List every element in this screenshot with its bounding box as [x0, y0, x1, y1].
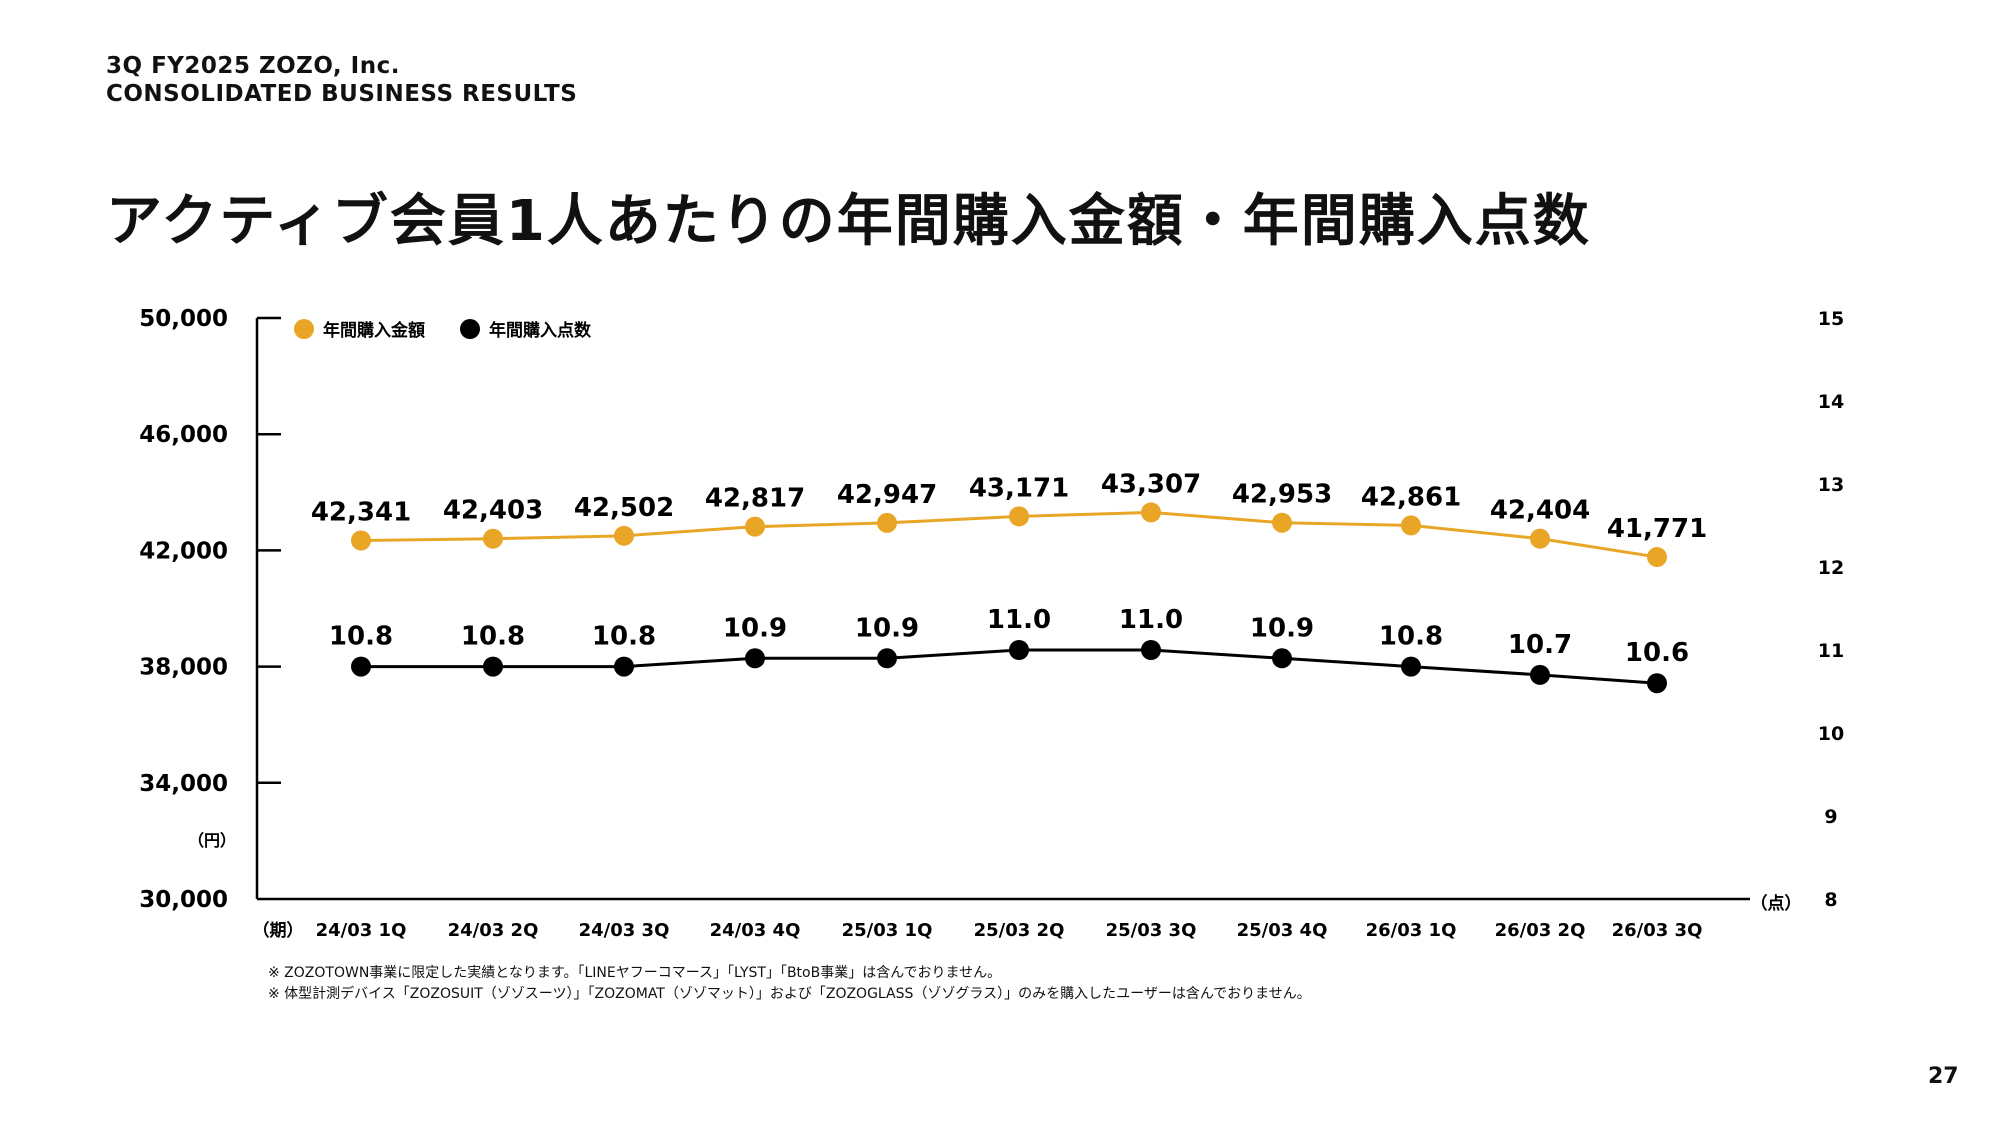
- left-tick-label: 46,000: [139, 422, 228, 448]
- right-tick-label: 9: [1824, 806, 1837, 828]
- data-point: [1530, 664, 1550, 685]
- x-tick-label: 25/03 2Q: [974, 920, 1065, 941]
- page-title: アクティブ会員1人あたりの年間購入金額・年間購入点数: [106, 189, 1591, 254]
- page-number: 27: [1928, 1064, 1959, 1089]
- data-label: 10.6: [1625, 638, 1689, 668]
- data-point: [877, 648, 897, 669]
- x-tick-label: 24/03 4Q: [710, 920, 801, 941]
- data-label: 43,171: [969, 473, 1069, 503]
- data-point: [483, 656, 503, 677]
- data-label: 42,953: [1232, 480, 1332, 510]
- right-tick-label: 10: [1818, 723, 1844, 745]
- data-label: 42,403: [443, 496, 543, 526]
- data-label: 42,404: [1490, 496, 1590, 526]
- data-label: 10.9: [723, 613, 787, 643]
- data-point: [1141, 502, 1161, 523]
- x-tick-label: 26/03 1Q: [1366, 920, 1457, 941]
- x-tick-label: 26/03 2Q: [1495, 920, 1586, 941]
- data-point: [1401, 656, 1421, 677]
- left-tick-label: 38,000: [139, 655, 228, 681]
- x-tick-label: 26/03 3Q: [1612, 920, 1703, 941]
- data-label: 42,341: [311, 497, 411, 527]
- data-point: [351, 530, 371, 551]
- data-label: 43,307: [1101, 469, 1201, 499]
- header-line-2: CONSOLIDATED BUSINESS RESULTS: [106, 81, 578, 107]
- x-tick-label: 24/03 2Q: [448, 920, 539, 941]
- data-label: 10.8: [329, 622, 393, 652]
- legend-marker: [294, 319, 314, 339]
- data-point: [745, 648, 765, 669]
- right-tick-label: 11: [1818, 640, 1844, 662]
- data-point: [614, 525, 634, 546]
- right-tick-label: 8: [1824, 889, 1837, 911]
- footnote-2: ※ 体型計測デバイス「ZOZOSUIT（ゾゾスーツ）」「ZOZOMAT（ゾゾマッ…: [268, 986, 1311, 1002]
- data-point: [1141, 640, 1161, 660]
- data-point: [1272, 512, 1292, 533]
- footnote-1: ※ ZOZOTOWN事業に限定した実績となります。「LINEヤフーコマース」「L…: [268, 965, 1002, 981]
- data-point: [1647, 673, 1667, 694]
- left-axis-unit: （円）: [188, 831, 236, 850]
- left-tick-label: 34,000: [139, 771, 228, 797]
- right-tick-label: 15: [1818, 308, 1844, 330]
- data-point: [877, 512, 897, 533]
- header-line-1: 3Q FY2025 ZOZO, Inc.: [106, 53, 400, 79]
- x-tick-label: 25/03 1Q: [842, 920, 933, 941]
- data-label: 42,817: [705, 484, 805, 514]
- data-point: [1401, 515, 1421, 536]
- x-tick-label: 25/03 4Q: [1237, 920, 1328, 941]
- right-tick-label: 14: [1818, 391, 1844, 413]
- data-label: 42,502: [574, 493, 674, 523]
- data-point: [1647, 547, 1667, 568]
- data-point: [483, 528, 503, 549]
- legend-label: 年間購入点数: [489, 320, 592, 341]
- data-point: [745, 516, 765, 537]
- data-label: 42,861: [1361, 482, 1461, 512]
- right-tick-label: 12: [1818, 557, 1844, 579]
- data-label: 10.9: [1250, 613, 1314, 643]
- right-axis-unit: （点）: [1751, 893, 1802, 914]
- x-tick-label: 24/03 1Q: [316, 920, 407, 941]
- x-tick-label: 24/03 3Q: [579, 920, 670, 941]
- x-axis-unit: （期）: [253, 920, 304, 941]
- left-tick-label: 30,000: [139, 887, 228, 913]
- series-line: [361, 648, 1658, 685]
- right-tick-label: 13: [1818, 474, 1844, 496]
- data-label: 41,771: [1607, 514, 1707, 544]
- data-label: 10.8: [1379, 622, 1443, 652]
- data-label: 10.9: [855, 613, 919, 643]
- left-tick-label: 50,000: [139, 306, 228, 332]
- data-point: [351, 656, 371, 677]
- legend-label: 年間購入金額: [323, 320, 425, 341]
- data-point: [1530, 528, 1550, 549]
- legend-marker: [460, 319, 480, 339]
- data-label: 10.8: [592, 622, 656, 652]
- data-point: [1272, 648, 1292, 669]
- x-tick-label: 25/03 3Q: [1106, 920, 1197, 941]
- report-header: 3Q FY2025 ZOZO, Inc. CONSOLIDATED BUSINE…: [106, 52, 577, 108]
- data-point: [1009, 640, 1029, 660]
- footnotes: ※ ZOZOTOWN事業に限定した実績となります。「LINEヤフーコマース」「L…: [268, 963, 1311, 1005]
- data-label: 42,947: [837, 480, 937, 510]
- data-point: [614, 656, 634, 677]
- data-label: 11.0: [987, 605, 1051, 635]
- data-label: 10.7: [1508, 630, 1572, 660]
- data-label: 10.8: [461, 622, 525, 652]
- data-point: [1009, 506, 1029, 527]
- data-label: 11.0: [1119, 605, 1183, 635]
- left-tick-label: 42,000: [139, 538, 228, 564]
- series-line: [360, 510, 1658, 559]
